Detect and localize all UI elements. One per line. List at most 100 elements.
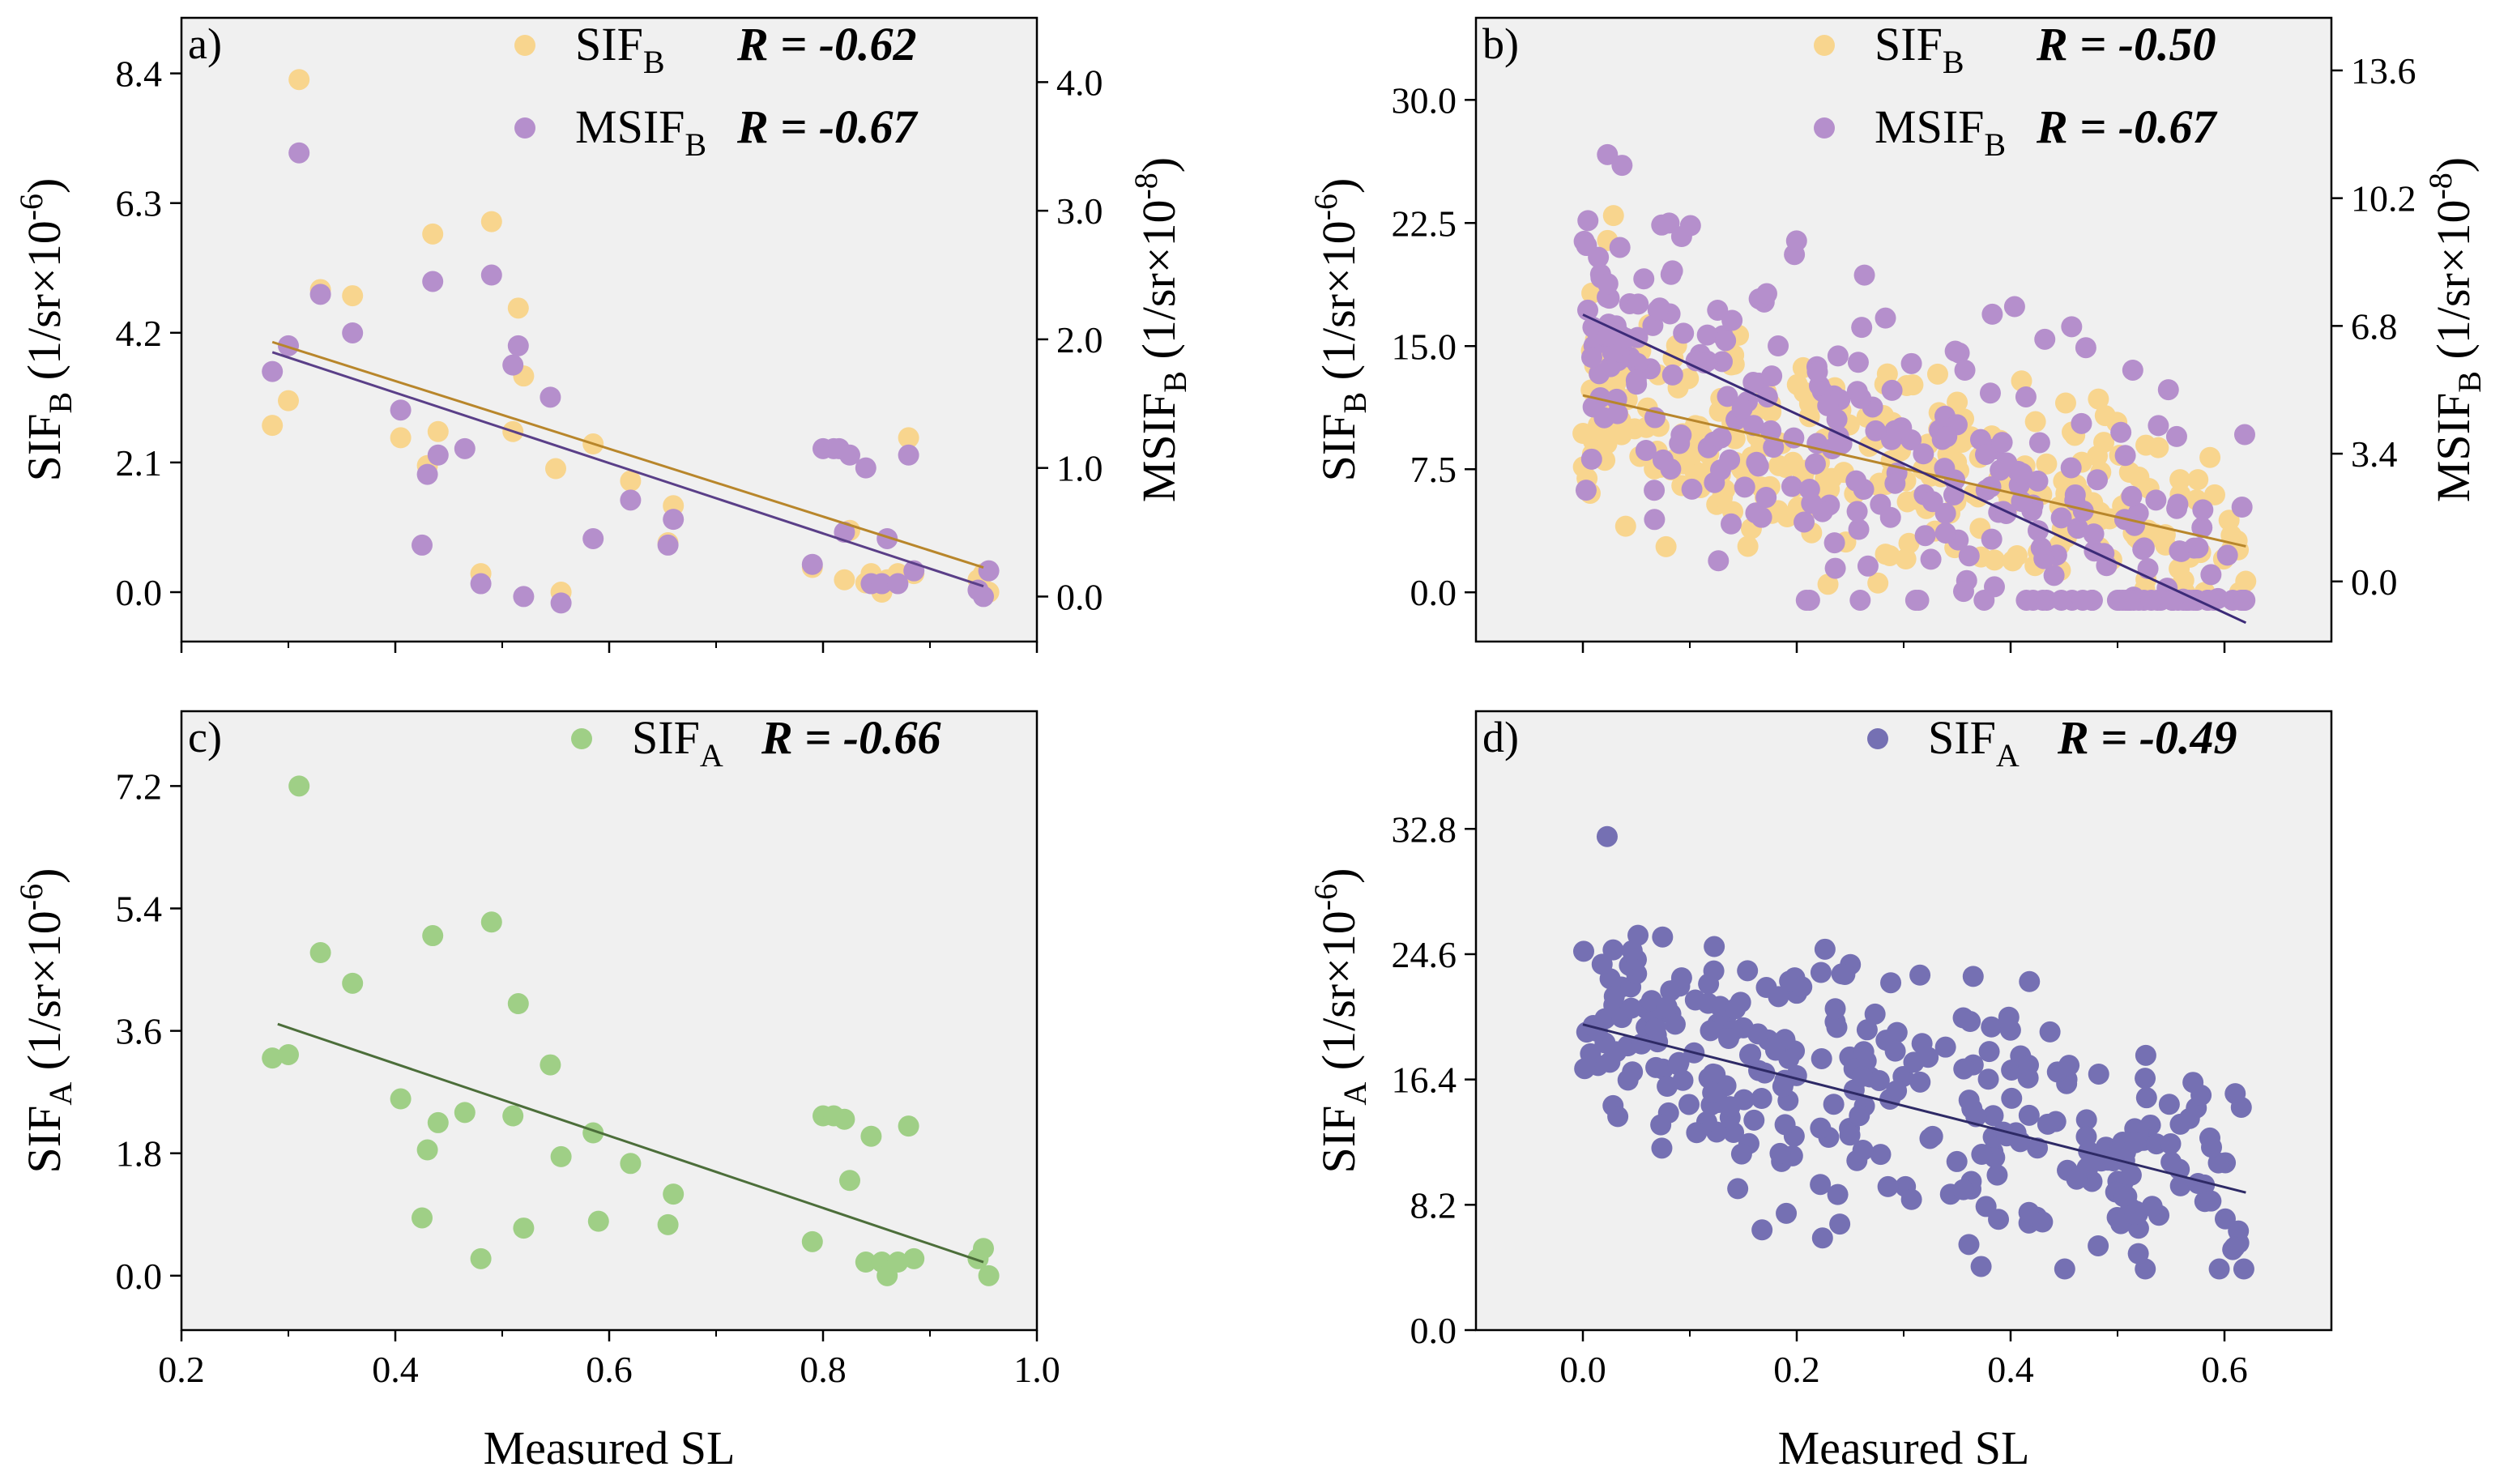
- x-tick-label: 0.6: [586, 1349, 633, 1390]
- point-sif-a: [550, 1145, 572, 1167]
- point-sif-b: [1984, 549, 2006, 571]
- point-msif-b: [1795, 589, 1817, 611]
- point-msif-b: [2033, 548, 2055, 569]
- y2-axis-label: MSIFB (1/sr×10-8): [2422, 157, 2488, 502]
- point-msif-b: [2233, 424, 2255, 446]
- point-msif-b: [887, 573, 909, 595]
- point-sif-a: [2088, 1063, 2109, 1085]
- point-sif-a: [1946, 1150, 1968, 1172]
- legend-label-base: SIF: [1928, 711, 1996, 764]
- point-sif-b: [1655, 535, 1677, 557]
- point-msif-b: [1576, 235, 1597, 257]
- point-sif-a: [390, 1088, 412, 1110]
- point-msif-b: [2191, 517, 2213, 539]
- point-sif-a: [1849, 1105, 1870, 1127]
- point-msif-b: [978, 560, 1000, 582]
- point-sif-b: [342, 285, 364, 307]
- point-sif-a: [855, 1252, 877, 1273]
- point-msif-b: [2166, 497, 2188, 519]
- y-tick-label: 4.2: [116, 313, 163, 354]
- point-msif-b: [1696, 324, 1718, 346]
- point-sif-b: [2036, 453, 2058, 475]
- y-tick-label: 1.8: [116, 1133, 163, 1175]
- point-msif-b: [1670, 424, 1692, 446]
- y-tick-label: 2.1: [116, 442, 163, 484]
- point-msif-b: [1763, 437, 1785, 458]
- point-sif-a: [1591, 953, 1613, 975]
- point-sif-a: [1621, 940, 1643, 962]
- y-axis-label-unit: (1/sr×10: [18, 220, 70, 392]
- y2-axis-label-unit: (1/sr×10: [2427, 200, 2480, 372]
- x-axis-label: Measured SL: [1778, 1422, 2030, 1474]
- point-sif-a: [1922, 1125, 1943, 1147]
- point-sif-b: [2187, 469, 2209, 491]
- point-msif-b: [582, 527, 604, 549]
- point-msif-b: [470, 573, 492, 595]
- point-sif-a: [1754, 1062, 1776, 1084]
- point-msif-b: [1846, 381, 1868, 403]
- point-sif-a: [1811, 1047, 1832, 1069]
- point-msif-b: [1848, 518, 1870, 540]
- point-sif-a: [2160, 1133, 2182, 1155]
- point-msif-b: [1875, 307, 1896, 329]
- point-sif-b: [2054, 392, 2076, 414]
- point-sif-a: [1988, 1209, 2010, 1230]
- point-sif-a: [2120, 1164, 2142, 1186]
- point-msif-b: [1679, 215, 1701, 237]
- point-msif-b: [1846, 501, 1868, 522]
- point-msif-b: [1920, 548, 1942, 570]
- point-msif-b: [1781, 475, 1802, 497]
- point-sif-a: [1856, 1019, 1878, 1041]
- point-msif-b: [416, 463, 438, 485]
- point-sif-a: [2158, 1094, 2180, 1115]
- point-sif-a: [1870, 1144, 1892, 1166]
- point-sif-a: [2228, 1220, 2250, 1242]
- legend-label-base: MSIF: [575, 100, 685, 153]
- point-sif-a: [288, 775, 310, 797]
- point-msif-b: [1900, 352, 1922, 374]
- y-axis-label-unit-close: ): [18, 868, 70, 884]
- point-sif-a: [1644, 1017, 1666, 1039]
- point-sif-a: [1884, 1040, 1906, 1062]
- legend-label: SIFA: [632, 711, 723, 774]
- point-sif-a: [1772, 1076, 1794, 1098]
- point-msif-b: [422, 271, 444, 292]
- point-sif-a: [513, 1217, 535, 1239]
- point-msif-b: [1625, 369, 1647, 391]
- point-sif-a: [2054, 1258, 2075, 1280]
- y-axis-label-unit-close: ): [1312, 868, 1365, 884]
- point-sif-a: [262, 1047, 284, 1069]
- point-sif-a: [422, 925, 444, 947]
- point-sif-a: [1810, 1174, 1832, 1196]
- point-msif-b: [427, 444, 449, 466]
- point-msif-b: [877, 527, 898, 549]
- point-sif-a: [1664, 1013, 1686, 1035]
- point-sif-a: [2135, 1044, 2156, 1066]
- point-sif-a: [1572, 940, 1594, 962]
- point-msif-b: [839, 444, 860, 466]
- point-sif-b: [1898, 532, 1920, 554]
- point-msif-b: [412, 534, 433, 556]
- point-msif-b: [2122, 359, 2143, 381]
- y2-tick-label: 13.6: [2351, 50, 2416, 92]
- point-sif-a: [1880, 972, 1902, 994]
- y2-tick-label: 0.0: [2351, 561, 2398, 603]
- point-msif-b: [1922, 491, 1943, 513]
- point-sif-b: [2173, 569, 2194, 591]
- y-tick-label: 8.2: [1410, 1184, 1457, 1226]
- point-msif-b: [1853, 264, 1875, 286]
- point-sif-b: [1817, 574, 1839, 595]
- point-sif-a: [1737, 960, 1759, 982]
- point-sif-b: [2011, 370, 2032, 392]
- y2-axis-label: MSIFB (1/sr×10-8): [1128, 157, 1193, 502]
- y-tick-label: 6.3: [116, 183, 163, 224]
- point-sif-a: [1667, 1054, 1689, 1076]
- y-axis-label-unit: (1/sr×10: [1312, 220, 1365, 392]
- y-axis-label-unit: (1/sr×10: [1312, 910, 1365, 1082]
- point-sif-b: [262, 415, 284, 437]
- legend-marker: [1814, 117, 1835, 139]
- point-sif-a: [1650, 1114, 1672, 1136]
- legend-r-value: R = -0.49: [2057, 711, 2237, 764]
- legend-label-base: MSIF: [1875, 100, 1984, 153]
- point-msif-b: [2015, 386, 2037, 407]
